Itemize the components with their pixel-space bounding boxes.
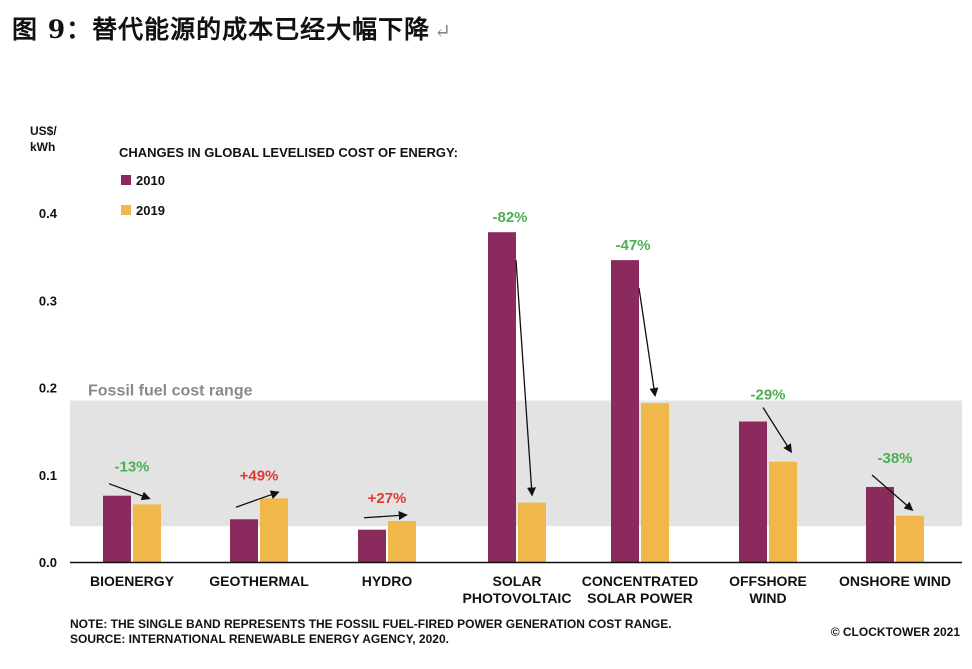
- bar-2010: [230, 519, 258, 562]
- bar-2010: [488, 232, 516, 562]
- category-label: CONCENTRATED: [582, 573, 698, 589]
- change-label: -13%: [114, 459, 149, 476]
- change-label: +27%: [368, 490, 407, 507]
- bar-2010: [103, 495, 131, 562]
- change-label: -29%: [750, 387, 785, 404]
- category-label: WIND: [749, 590, 786, 606]
- y-tick-label: 0.3: [39, 293, 57, 308]
- bar-2019: [260, 498, 288, 562]
- category-label: GEOTHERMAL: [209, 573, 309, 589]
- y-axis-title-line: kWh: [30, 140, 55, 154]
- change-label: +49%: [240, 467, 279, 484]
- y-tick-label: 0.0: [39, 555, 57, 570]
- change-arrow: [638, 288, 659, 397]
- figure-title-text: 图 9：替代能源的成本已经大幅下降: [12, 15, 431, 44]
- category-label: OFFSHORE: [729, 573, 807, 589]
- return-mark: ↵: [434, 19, 452, 43]
- chart-title: CHANGES IN GLOBAL LEVELISED COST OF ENER…: [119, 145, 458, 160]
- category-label: BIOENERGY: [90, 573, 175, 589]
- bar-2019: [518, 502, 546, 562]
- bar-2019: [388, 520, 416, 562]
- y-tick-label: 0.2: [39, 381, 57, 396]
- legend-swatch-2019: [121, 205, 131, 215]
- bar-2019: [641, 403, 669, 562]
- change-arrow: [515, 260, 536, 497]
- legend-swatch-2010: [121, 175, 131, 185]
- bar-2010: [739, 421, 767, 562]
- bar-2010: [866, 486, 894, 562]
- source-text: SOURCE: INTERNATIONAL RENEWABLE ENERGY A…: [70, 632, 449, 646]
- category-label: ONSHORE WIND: [839, 573, 951, 589]
- note-text: NOTE: THE SINGLE BAND REPRESENTS THE FOS…: [70, 617, 672, 631]
- fossil-band-label: Fossil fuel cost range: [88, 383, 253, 400]
- legend-label-2019: 2019: [136, 203, 165, 218]
- change-arrow: [363, 510, 408, 520]
- y-tick-label: 0.4: [39, 206, 58, 221]
- bar-2019: [769, 461, 797, 562]
- category-label: SOLAR POWER: [587, 590, 693, 606]
- bar-2019: [896, 515, 924, 562]
- y-tick-label: 0.1: [39, 468, 57, 483]
- bar-2010: [611, 260, 639, 562]
- change-label: -82%: [492, 209, 527, 226]
- category-label: PHOTOVOLTAIC: [463, 590, 572, 606]
- bar-2010: [358, 529, 386, 562]
- change-label: -47%: [615, 237, 650, 254]
- bar-2019: [133, 504, 161, 562]
- copyright-text: © CLOCKTOWER 2021: [830, 625, 960, 639]
- change-arrow: [108, 483, 151, 501]
- change-arrow: [762, 407, 792, 454]
- figure-title: 图 9：替代能源的成本已经大幅下降 ↵: [12, 10, 452, 46]
- change-label: -38%: [877, 450, 912, 467]
- category-label: SOLAR: [493, 573, 542, 589]
- legend-label-2010: 2010: [136, 173, 165, 188]
- y-axis-title-line: US$/: [30, 124, 57, 138]
- category-label: HYDRO: [362, 573, 413, 589]
- change-arrow: [235, 490, 280, 508]
- change-arrow: [871, 474, 914, 511]
